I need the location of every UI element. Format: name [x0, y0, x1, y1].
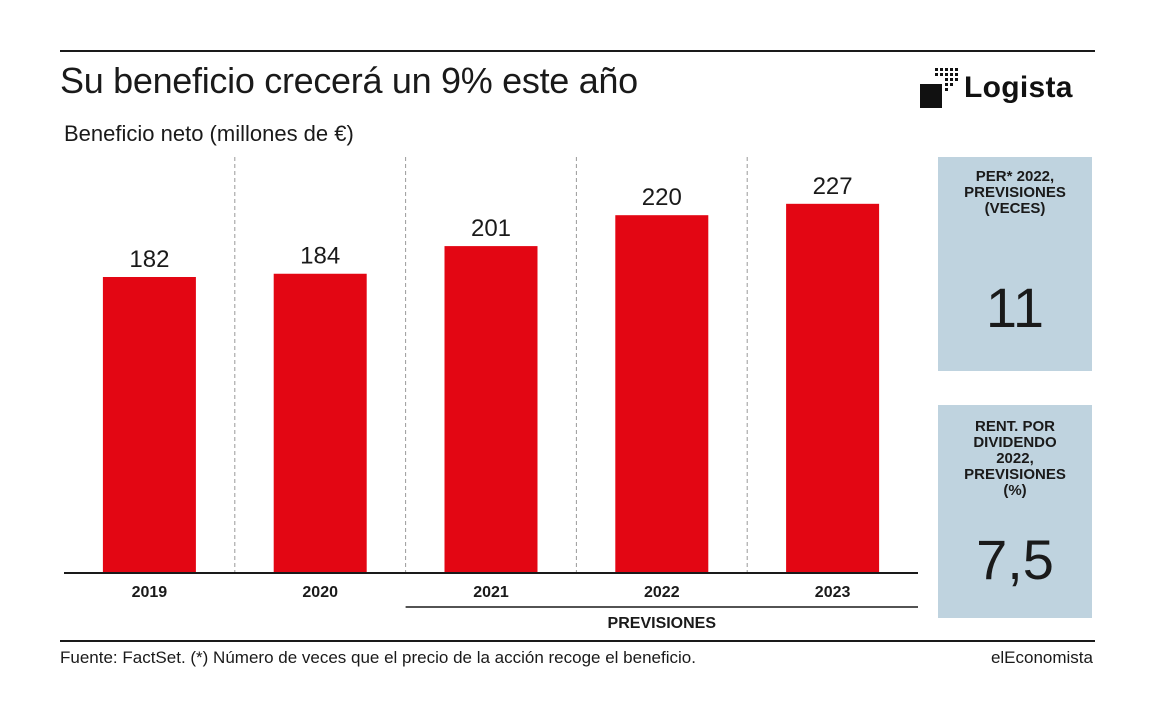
bar-2019 [102, 277, 196, 573]
bar-2020 [273, 273, 367, 573]
logo-text: Logista [964, 71, 1073, 104]
chart-subtitle: Beneficio neto (millones de €) [64, 121, 354, 146]
publisher-brand: elEconomista [990, 648, 1093, 667]
bar-2021 [444, 246, 538, 573]
bottom-rule [60, 640, 1095, 642]
per-panel-label: PER* 2022, PREVISIONES (VECES) [964, 168, 1066, 217]
bar-2023 [786, 203, 880, 574]
dividend-panel-label: RENT. POR DIVIDENDO 2022, PREVISIONES (%… [964, 418, 1066, 499]
x-tick-2022: 2022 [644, 584, 680, 601]
x-tick-2021: 2021 [473, 584, 509, 601]
logista-logo-icon [920, 68, 958, 108]
dividend-panel: RENT. POR DIVIDENDO 2022, PREVISIONES (%… [938, 405, 1092, 618]
x-tick-2020: 2020 [302, 584, 338, 601]
forecast-label: PREVISIONES [608, 615, 717, 632]
bar-2022 [615, 215, 709, 573]
value-label-2019: 182 [129, 246, 169, 273]
source-note: Fuente: FactSet. (*) Número de veces que… [60, 648, 696, 667]
value-label-2020: 184 [300, 243, 340, 270]
chart-title: Su beneficio crecerá un 9% este año [60, 60, 638, 101]
bar-chart: 182 2019 184 2020 201 2021 220 2022 227 2023 PREVI… [64, 157, 918, 632]
dividend-panel-value: 7,5 [976, 528, 1054, 591]
value-label-2022: 220 [642, 184, 682, 211]
value-label-2021: 201 [471, 215, 511, 242]
top-rule [60, 50, 1095, 52]
per-panel: PER* 2022, PREVISIONES (VECES) 11 [938, 157, 1092, 371]
value-label-2023: 227 [813, 173, 853, 200]
x-tick-2023: 2023 [815, 584, 851, 601]
x-tick-2019: 2019 [132, 584, 168, 601]
per-panel-value: 11 [985, 276, 1045, 339]
logista-logo: Logista [918, 66, 1073, 110]
